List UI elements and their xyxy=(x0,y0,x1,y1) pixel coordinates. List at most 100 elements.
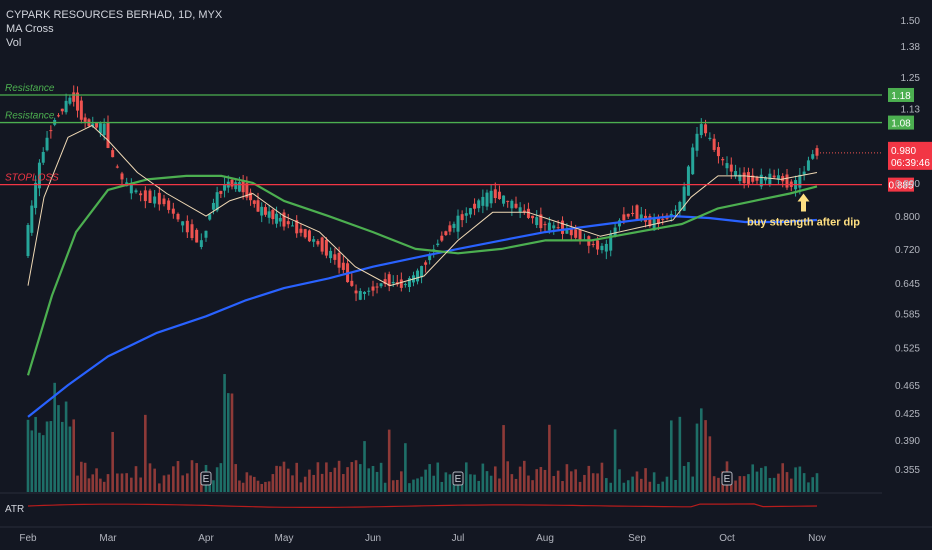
volume-bar xyxy=(99,478,102,492)
volume-bar xyxy=(699,408,703,492)
candle-body xyxy=(320,237,324,252)
volume-bar xyxy=(469,474,472,492)
candle-body xyxy=(171,208,175,214)
volume-bar xyxy=(436,462,440,492)
volume-bar xyxy=(130,477,133,492)
volume-bar xyxy=(167,474,170,492)
indicator-volume[interactable]: Vol xyxy=(6,37,22,49)
symbol-title[interactable]: CYPARK RESOURCES BERHAD, 1D, MYX xyxy=(6,9,223,21)
volume-bar xyxy=(383,482,387,492)
atr-label: ATR xyxy=(5,504,24,515)
candle-body xyxy=(682,186,686,211)
earnings-marker-box xyxy=(721,471,733,486)
volume-bar xyxy=(80,461,83,492)
candle-body xyxy=(56,115,60,117)
volume-bar xyxy=(657,483,660,492)
candle-body xyxy=(416,270,420,282)
candle-body xyxy=(271,209,275,220)
volume-bar xyxy=(30,430,34,492)
candle-body xyxy=(83,117,87,122)
candle-body xyxy=(468,208,472,215)
volume-bar xyxy=(264,481,267,492)
candle-body xyxy=(609,234,613,251)
volume-bar xyxy=(95,468,98,492)
level-price-tag xyxy=(888,87,914,102)
volume-bar xyxy=(768,477,772,492)
volume-bar xyxy=(622,482,626,492)
candle-body xyxy=(399,279,403,288)
volume-bar xyxy=(120,473,124,492)
volume-bar xyxy=(379,462,383,492)
volume-bar xyxy=(587,465,591,492)
candle-body xyxy=(176,213,180,220)
volume-bar xyxy=(41,435,45,492)
volume-bar xyxy=(230,393,234,492)
candle-body xyxy=(26,225,30,257)
volume-bar xyxy=(618,469,621,492)
volume-bar xyxy=(72,419,76,492)
candle-body xyxy=(656,216,660,224)
candle-body xyxy=(815,148,819,156)
candle-body xyxy=(772,175,776,178)
candle-body xyxy=(72,92,76,102)
candle-body xyxy=(329,250,333,259)
volume-bar xyxy=(76,475,79,492)
volume-bar xyxy=(91,474,95,492)
volume-bar xyxy=(57,405,60,492)
candle-body xyxy=(153,196,157,204)
volume-bar xyxy=(635,471,639,492)
candle-body xyxy=(303,229,307,238)
candle-body xyxy=(473,203,477,209)
volume-bar xyxy=(539,467,543,492)
volume-bar xyxy=(308,469,311,492)
candle-body xyxy=(98,123,102,134)
candle-body xyxy=(219,190,223,194)
candle-body xyxy=(444,231,448,235)
price-axis-tick: 0.465 xyxy=(895,381,920,392)
candle-body xyxy=(776,175,780,180)
candle-body xyxy=(234,182,238,190)
volume-bar xyxy=(271,474,275,492)
volume-bar xyxy=(53,382,56,492)
price-axis-tick: 0.890 xyxy=(895,179,920,190)
candle-body xyxy=(403,284,407,286)
volume-bar xyxy=(493,466,497,492)
candle-body xyxy=(387,274,391,287)
volume-bar xyxy=(543,469,547,492)
candle-body xyxy=(497,191,501,200)
candle-body xyxy=(440,235,444,241)
volume-bar xyxy=(333,467,337,492)
candle-body xyxy=(275,213,279,224)
candle-body xyxy=(241,180,245,193)
level-price-tag xyxy=(888,177,914,192)
time-axis-tick: Nov xyxy=(808,533,826,544)
candle-body xyxy=(167,200,171,210)
candle-body xyxy=(371,286,375,291)
volume-bar xyxy=(186,473,189,492)
volume-bar xyxy=(420,476,423,492)
volume-bar xyxy=(329,472,332,492)
volume-bar xyxy=(354,460,358,492)
price-axis-tick: 1.25 xyxy=(901,73,921,84)
candle-body xyxy=(635,205,639,220)
buy-annotation: buy strength after dip xyxy=(747,193,860,229)
candle-body xyxy=(751,175,755,182)
candle-body xyxy=(613,227,617,237)
volume-bar xyxy=(742,476,746,492)
volume-bar xyxy=(695,423,699,492)
candle-body xyxy=(256,200,260,212)
candle-body xyxy=(286,221,290,225)
volume-bar xyxy=(363,441,366,492)
volume-bar xyxy=(514,478,518,492)
indicator-ma-cross[interactable]: MA Cross xyxy=(6,23,54,35)
volume-bar xyxy=(320,473,324,492)
volume-bar xyxy=(561,481,564,492)
candle-body xyxy=(333,254,337,260)
level-label: STOPLOSS xyxy=(5,173,59,184)
candle-body xyxy=(30,205,34,233)
volume-bar xyxy=(609,482,613,492)
volume-bar xyxy=(212,480,215,492)
candle-body xyxy=(420,266,424,278)
volume-bar xyxy=(295,462,299,492)
